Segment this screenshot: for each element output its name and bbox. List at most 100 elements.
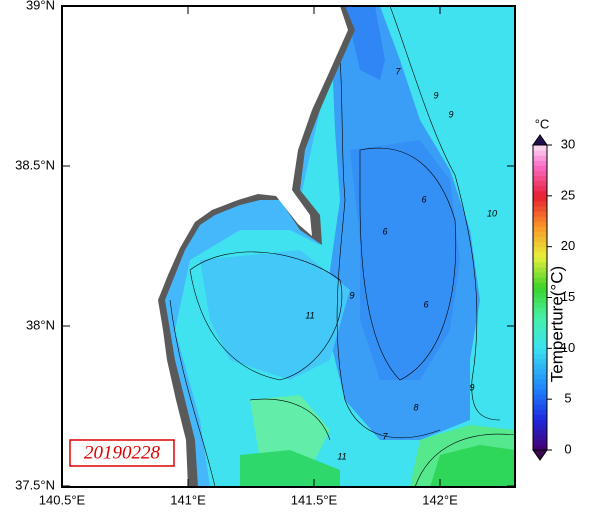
colorbar-cell: [533, 439, 547, 446]
colorbar-cell: [533, 338, 547, 344]
colorbar-cell: [533, 272, 547, 278]
contour-label: 9: [433, 90, 438, 100]
colorbar-arrow: [532, 134, 548, 146]
contour-label: 6: [382, 226, 387, 236]
map-frame: [61, 5, 516, 488]
cold-core: [345, 6, 385, 80]
colorbar-cell: [533, 424, 547, 431]
colorbar-unit: °C: [535, 116, 550, 131]
colorbar-cell: [533, 383, 547, 390]
colorbar-cell: [533, 185, 547, 192]
mid-water: [200, 250, 350, 380]
colorbar-cell: [533, 378, 547, 385]
colorbar-cell: [533, 150, 547, 156]
colorbar-cell: [533, 282, 547, 288]
colorbar-cell: [533, 404, 547, 410]
colorbar-cell: [533, 368, 547, 375]
colorbar-tick-label: 10: [561, 340, 575, 355]
colorbar-cell: [533, 200, 547, 207]
colorbar-tick-label: 20: [561, 238, 575, 253]
colorbar-cell: [533, 211, 547, 217]
colorbar-cell: [533, 444, 547, 451]
colorbar-cell: [533, 195, 547, 202]
colorbar-cell: [533, 409, 547, 415]
colorbar-cell: [533, 246, 547, 253]
colorbar-cell: [533, 180, 547, 187]
colorbar-cell: [533, 302, 547, 309]
colorbar-cell: [533, 434, 547, 441]
colorbar-cell: [533, 394, 547, 400]
colorbar-cell: [533, 317, 547, 324]
contour-label: 11: [337, 451, 346, 461]
colorbar-tick-label: 30: [561, 136, 575, 151]
warm-patch: [430, 445, 515, 487]
colorbar-cell: [533, 165, 547, 171]
colorbar-cell: [533, 358, 547, 365]
colorbar-cell: [533, 190, 547, 197]
colorbar-cell: [533, 160, 547, 166]
contour-label: 7: [382, 431, 388, 441]
colorbar-cell: [533, 261, 547, 268]
colorbar-cell: [533, 399, 547, 405]
colorbar-cell: [533, 414, 547, 420]
contour-label: 11: [305, 310, 314, 320]
contour-label: 9: [349, 290, 354, 300]
colorbar-cell: [533, 292, 547, 298]
colorbar-cell: [533, 312, 547, 319]
land: [62, 6, 348, 487]
contour-label: 6: [421, 194, 426, 204]
colorbar-cell: [533, 287, 547, 293]
colorbar-tick-label: 15: [561, 289, 575, 304]
date-label: 20190228: [84, 442, 161, 463]
colorbar-tick-label: 25: [561, 187, 575, 202]
cold-core: [350, 140, 460, 380]
lon-label: 140.5°E: [39, 492, 86, 507]
colorbar-cell: [533, 307, 547, 314]
lon-label: 141°E: [170, 492, 206, 507]
colorbar-cell: [533, 297, 547, 304]
lat-label: 39°N: [26, 0, 55, 12]
colorbar-arrow: [532, 449, 548, 461]
colorbar-cell: [533, 333, 547, 339]
colorbar-cell: [533, 241, 547, 248]
colorbar-cell: [533, 216, 547, 222]
contour-label: 7: [395, 66, 401, 76]
contours: [169, 6, 515, 487]
colorbar-cell: [533, 343, 547, 349]
colorbar-cell: [533, 348, 547, 354]
contour-label: 8: [413, 402, 418, 412]
date-box: [69, 439, 175, 467]
colorbar-cell: [533, 353, 547, 359]
colorbar-cell: [533, 267, 547, 273]
colorbar-cell: [533, 226, 547, 232]
warm-patch: [240, 450, 340, 487]
colorbar-cell: [533, 419, 547, 426]
lat-label: 38.5°N: [15, 157, 55, 172]
colorbar-cell: [533, 429, 547, 436]
colorbar-cell: [533, 155, 547, 161]
map-area: [62, 6, 515, 487]
contour-label: 9: [469, 382, 474, 392]
colorbar-cell: [533, 170, 547, 176]
colorbar-cell: [533, 256, 547, 263]
colorbar-cell: [533, 236, 547, 243]
colorbar-cell: [533, 221, 547, 227]
lon-label: 142°E: [422, 492, 458, 507]
colorbar-cell: [533, 206, 547, 212]
colorbar-cell: [533, 373, 547, 380]
contour-label: 6: [423, 299, 428, 309]
colorbar-cell: [533, 277, 547, 283]
contour-label: 10: [487, 208, 497, 218]
colorbar-tick-label: 5: [564, 391, 571, 406]
colorbar-title: Temperture(°C): [547, 266, 566, 382]
lat-label: 37.5°N: [15, 477, 55, 492]
contour-label: 9: [448, 109, 453, 119]
lat-label: 38°N: [26, 317, 55, 332]
colorbar-cell: [533, 175, 547, 182]
colorbar-cell: [533, 145, 547, 151]
warm-patch: [250, 395, 330, 470]
lon-label: 141.5°E: [291, 492, 338, 507]
colorbar-cell: [533, 251, 547, 258]
colorbar-cell: [533, 363, 547, 370]
